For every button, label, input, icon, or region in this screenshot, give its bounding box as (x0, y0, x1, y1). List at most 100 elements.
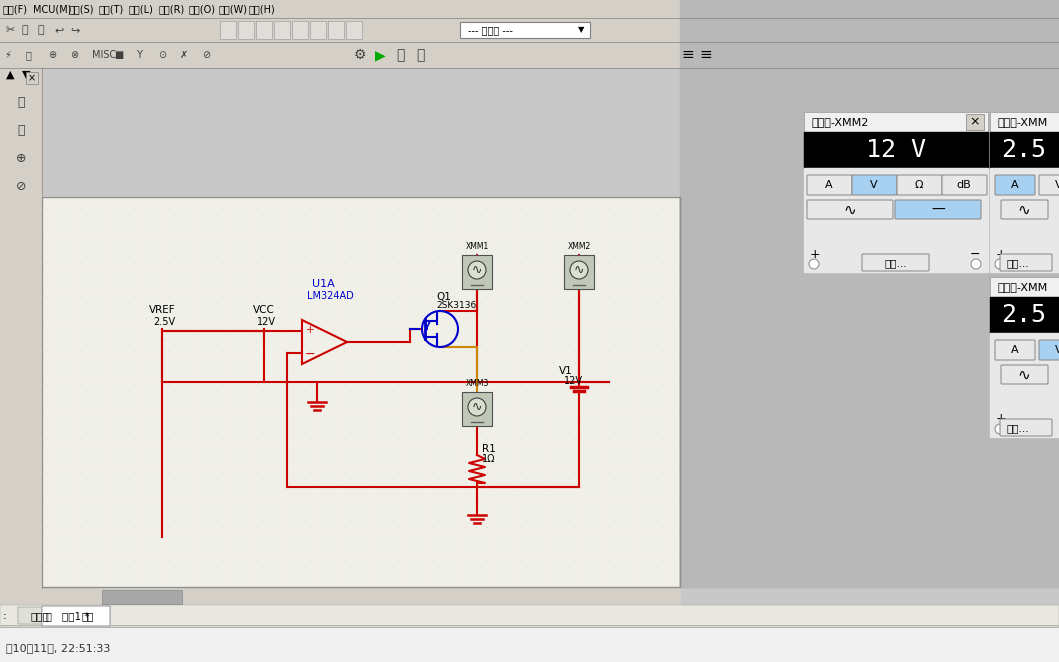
Text: ∿: ∿ (574, 263, 585, 277)
Bar (42, 197, 680, 587)
Bar (220, 21, 236, 39)
Text: V: V (870, 180, 878, 190)
FancyBboxPatch shape (807, 200, 893, 219)
Text: −: − (305, 348, 316, 361)
FancyBboxPatch shape (1039, 175, 1059, 195)
Text: ≡: ≡ (700, 48, 713, 62)
Bar (462, 255, 492, 289)
Bar (102, 590, 182, 604)
Text: ■: ■ (114, 50, 123, 60)
Text: ✗: ✗ (180, 50, 189, 60)
FancyBboxPatch shape (995, 175, 1035, 195)
Text: ∿: ∿ (844, 203, 857, 218)
Bar (292, 21, 308, 39)
Text: ⊙: ⊙ (158, 50, 166, 60)
Bar (42, 589, 680, 605)
Bar (0, 625, 1059, 662)
Text: ↩: ↩ (54, 25, 64, 35)
Circle shape (468, 398, 486, 416)
Text: ⊘: ⊘ (16, 181, 26, 193)
Text: 设计1 *: 设计1 * (62, 611, 90, 621)
Text: 年10月11日, 22:51:33: 年10月11日, 22:51:33 (6, 643, 110, 653)
Text: dB: dB (956, 180, 971, 190)
Circle shape (995, 259, 1005, 269)
Circle shape (570, 261, 588, 279)
FancyBboxPatch shape (895, 200, 981, 219)
FancyBboxPatch shape (1039, 340, 1059, 360)
Bar (328, 21, 344, 39)
Text: U1A: U1A (312, 279, 335, 289)
Text: ×: × (28, 73, 36, 83)
Text: ⊗: ⊗ (70, 50, 78, 60)
FancyBboxPatch shape (1001, 200, 1048, 219)
FancyBboxPatch shape (66, 607, 110, 624)
Text: ▶: ▶ (375, 48, 385, 62)
FancyBboxPatch shape (18, 607, 62, 624)
Text: ⚙: ⚙ (354, 48, 366, 62)
Text: :: : (3, 611, 6, 621)
Text: +: + (997, 412, 1007, 426)
Bar (680, 197, 1059, 587)
Text: ⊕: ⊕ (16, 152, 26, 166)
Text: ⊕: ⊕ (48, 50, 56, 60)
Text: XMM2: XMM2 (568, 242, 591, 251)
Bar (966, 114, 984, 130)
Bar (42, 197, 680, 587)
Bar (0, 605, 1059, 627)
Text: LM324AD: LM324AD (307, 291, 354, 301)
Text: ▲: ▲ (5, 70, 14, 80)
Text: 设置...: 设置... (884, 258, 908, 268)
Circle shape (971, 259, 981, 269)
Text: 敷铜层: 敷铜层 (31, 611, 50, 621)
Bar (804, 132, 988, 168)
FancyBboxPatch shape (1001, 365, 1048, 384)
Text: 仿真(S): 仿真(S) (68, 4, 93, 14)
Bar (804, 112, 988, 272)
Text: ∿: ∿ (1018, 203, 1030, 218)
Text: ⚡: ⚡ (4, 50, 11, 60)
Text: 2SK3136: 2SK3136 (436, 301, 477, 310)
Text: VREF: VREF (148, 305, 176, 315)
Bar (274, 21, 290, 39)
Text: XMM3: XMM3 (465, 379, 488, 388)
Text: ×: × (970, 115, 981, 128)
Text: A: A (1011, 345, 1019, 355)
FancyBboxPatch shape (807, 175, 852, 195)
Text: A: A (1011, 180, 1019, 190)
Text: 🔴: 🔴 (26, 50, 32, 60)
FancyBboxPatch shape (943, 175, 987, 195)
Text: ▼: ▼ (578, 26, 585, 34)
Bar (804, 112, 988, 132)
Text: 帮助(H): 帮助(H) (248, 4, 275, 14)
Text: 💾: 💾 (38, 25, 44, 35)
Bar (804, 168, 988, 272)
Text: ⏸: ⏸ (396, 48, 405, 62)
Text: 文件(F): 文件(F) (3, 4, 28, 14)
Text: MCU(M): MCU(M) (33, 4, 72, 14)
Text: R1: R1 (482, 444, 496, 454)
Bar (0, 0, 1059, 18)
Text: MISC: MISC (92, 50, 116, 60)
FancyBboxPatch shape (1000, 419, 1052, 436)
Text: ⏹: ⏹ (416, 48, 425, 62)
Bar (346, 21, 362, 39)
Bar (26, 72, 38, 84)
Bar (0, 18, 1059, 42)
Bar (990, 277, 1059, 437)
FancyBboxPatch shape (862, 254, 929, 271)
Text: 报告(R): 报告(R) (158, 4, 184, 14)
Bar (0, 68, 42, 606)
Text: VCC: VCC (253, 305, 275, 315)
Text: 🔌: 🔌 (17, 97, 24, 109)
Text: ↪: ↪ (70, 25, 79, 35)
Text: ∿: ∿ (471, 401, 482, 414)
FancyBboxPatch shape (1000, 254, 1052, 271)
Bar (990, 297, 1059, 333)
Bar (990, 277, 1059, 297)
Bar (238, 21, 254, 39)
Text: −: − (970, 248, 981, 261)
Text: 1Ω: 1Ω (482, 454, 496, 464)
Bar (256, 21, 272, 39)
Text: 万用表-XMM2: 万用表-XMM2 (812, 117, 869, 127)
FancyBboxPatch shape (42, 606, 110, 626)
